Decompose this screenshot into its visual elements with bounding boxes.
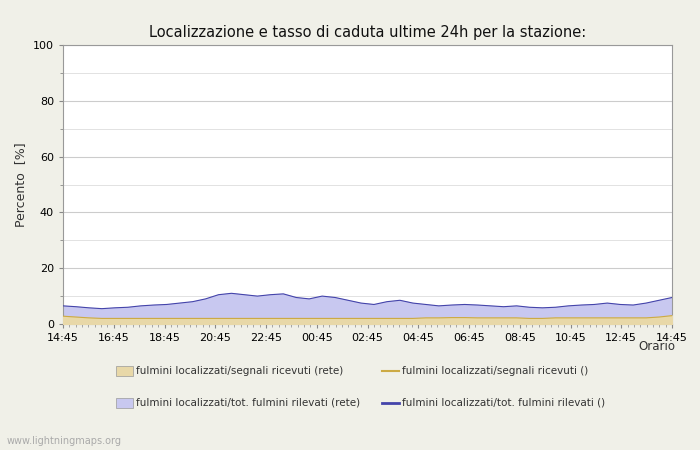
Y-axis label: Percento  [%]: Percento [%] bbox=[15, 142, 27, 227]
Text: Orario: Orario bbox=[638, 340, 675, 353]
Text: fulmini localizzati/segnali ricevuti (): fulmini localizzati/segnali ricevuti () bbox=[402, 366, 589, 376]
Text: www.lightningmaps.org: www.lightningmaps.org bbox=[7, 436, 122, 446]
Title: Localizzazione e tasso di caduta ultime 24h per la stazione:: Localizzazione e tasso di caduta ultime … bbox=[149, 25, 586, 40]
Text: fulmini localizzati/tot. fulmini rilevati (): fulmini localizzati/tot. fulmini rilevat… bbox=[402, 398, 606, 408]
Text: fulmini localizzati/tot. fulmini rilevati (rete): fulmini localizzati/tot. fulmini rilevat… bbox=[136, 398, 360, 408]
Text: fulmini localizzati/segnali ricevuti (rete): fulmini localizzati/segnali ricevuti (re… bbox=[136, 366, 344, 376]
